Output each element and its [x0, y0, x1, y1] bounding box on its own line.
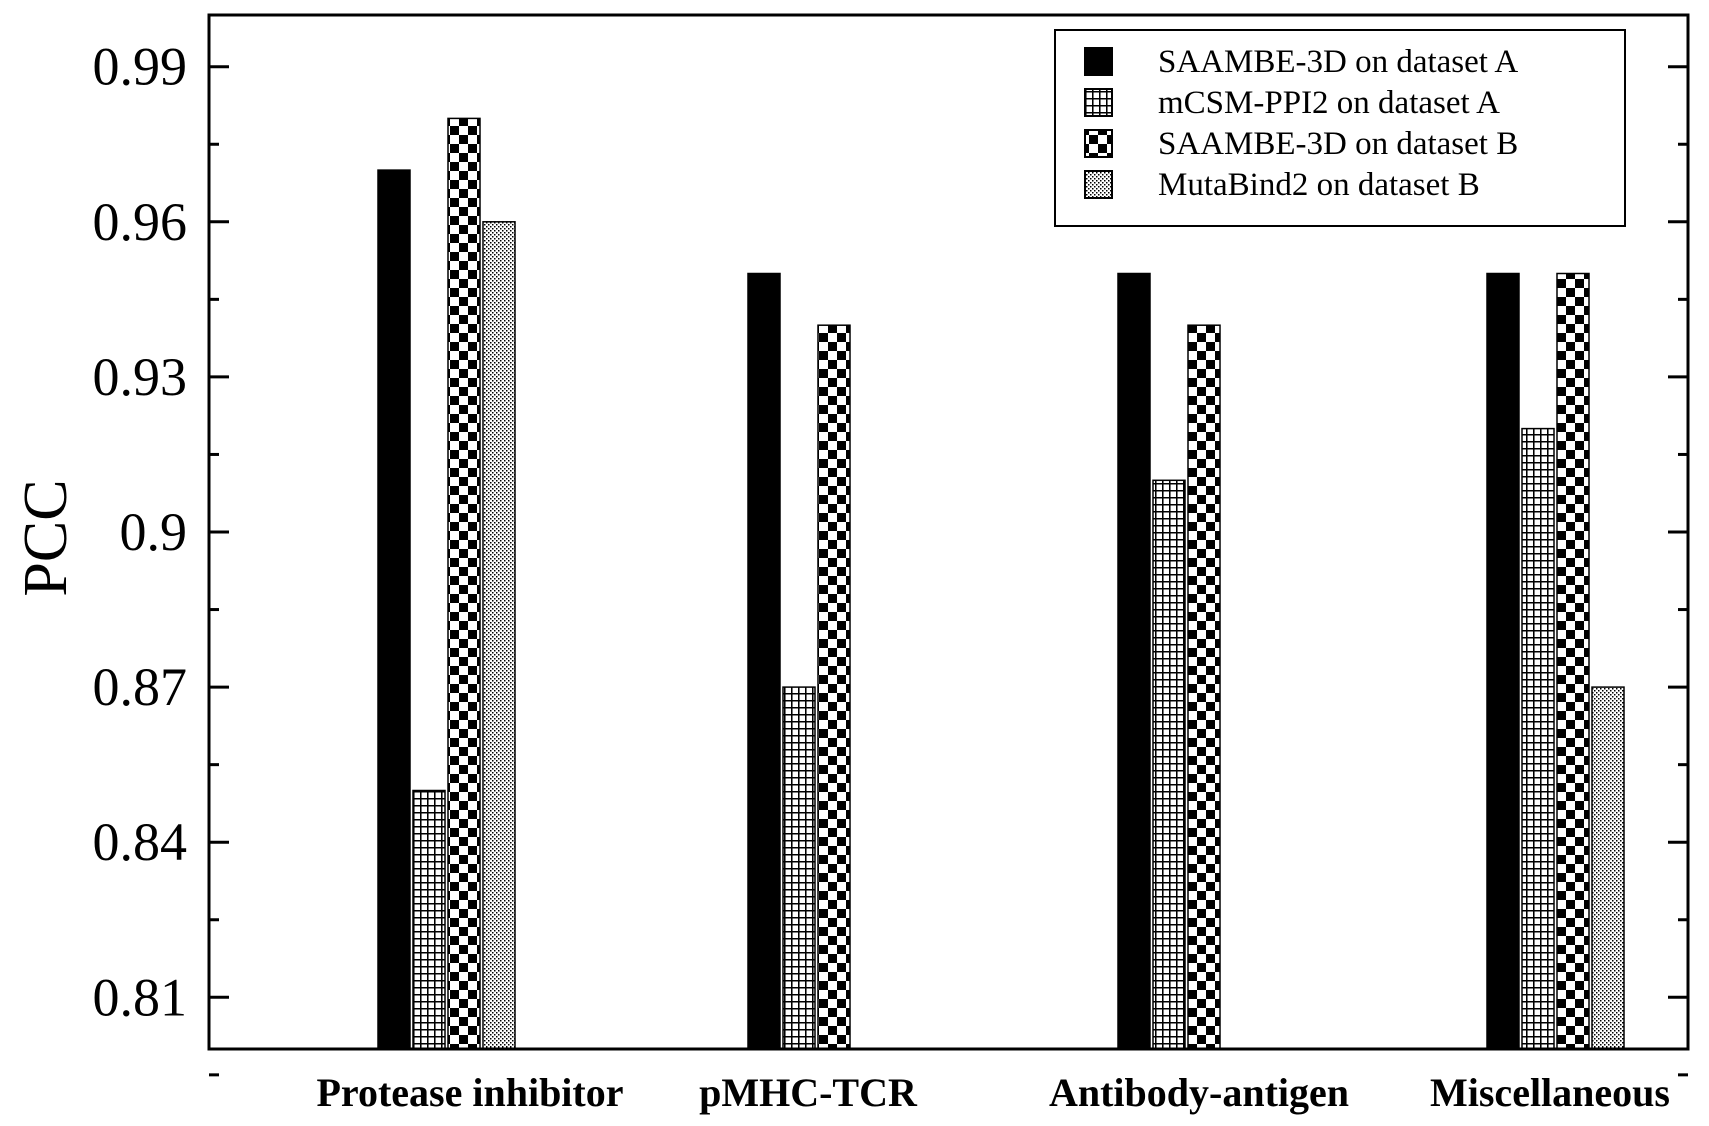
legend-label: mCSM-PPI2 on dataset A — [1158, 85, 1500, 121]
y-tick-label: 0.9 — [120, 502, 188, 562]
y-axis-title: PCC — [12, 479, 80, 596]
bar-solid-1 — [747, 272, 781, 1050]
legend-label: MutaBind2 on dataset B — [1158, 167, 1480, 203]
legend-box — [1054, 29, 1626, 227]
y-tick-label: 0.84 — [93, 812, 188, 872]
bar-solid-0 — [377, 169, 411, 1050]
legend-label: SAAMBE-3D on dataset A — [1158, 44, 1518, 80]
x-category-label: Antibody-antigen — [1049, 1070, 1349, 1115]
y-tick-label: 0.96 — [93, 192, 188, 252]
legend: SAAMBE-3D on dataset A mCSM-PPI2 on datas… — [1054, 29, 1626, 227]
y-axis-ticks: 0.81 0.84 0.87 0.9 0.93 0.96 0.99 — [93, 37, 1688, 1077]
bar-grid-3 — [1521, 427, 1555, 1050]
bar-dots-3 — [1591, 686, 1625, 1050]
bar-grid-2 — [1152, 479, 1186, 1050]
bar-checker-3 — [1556, 272, 1590, 1050]
legend-swatch-grid — [1084, 88, 1113, 117]
plot-frame — [207, 13, 1690, 1051]
bar-checker-2 — [1187, 324, 1221, 1050]
y-tick-label: 0.87 — [93, 657, 188, 717]
bar-checker-1 — [817, 324, 851, 1050]
x-category-label: pMHC-TCR — [699, 1070, 918, 1115]
legend-swatch-solid — [1084, 47, 1113, 76]
bar-checker-0 — [447, 117, 481, 1050]
x-axis-labels: Protease inhibitor pMHC-TCR Antibody-antig… — [316, 1070, 1670, 1115]
bar-dots-0 — [482, 221, 516, 1050]
legend-swatch-dots — [1084, 170, 1113, 199]
bar-grid-0 — [412, 789, 446, 1050]
bar-solid-2 — [1117, 272, 1151, 1050]
x-category-label: Protease inhibitor — [316, 1070, 623, 1115]
bar-grid-1 — [782, 686, 816, 1050]
y-tick-label: 0.93 — [93, 347, 188, 407]
x-category-label: Miscellaneous — [1430, 1070, 1670, 1115]
legend-label: SAAMBE-3D on dataset B — [1158, 126, 1518, 162]
legend-swatch-checker — [1084, 129, 1113, 158]
y-tick-label: 0.99 — [93, 37, 188, 97]
bar-solid-3 — [1486, 272, 1520, 1050]
bars-group — [377, 117, 1625, 1050]
y-tick-label: 0.81 — [93, 967, 188, 1027]
